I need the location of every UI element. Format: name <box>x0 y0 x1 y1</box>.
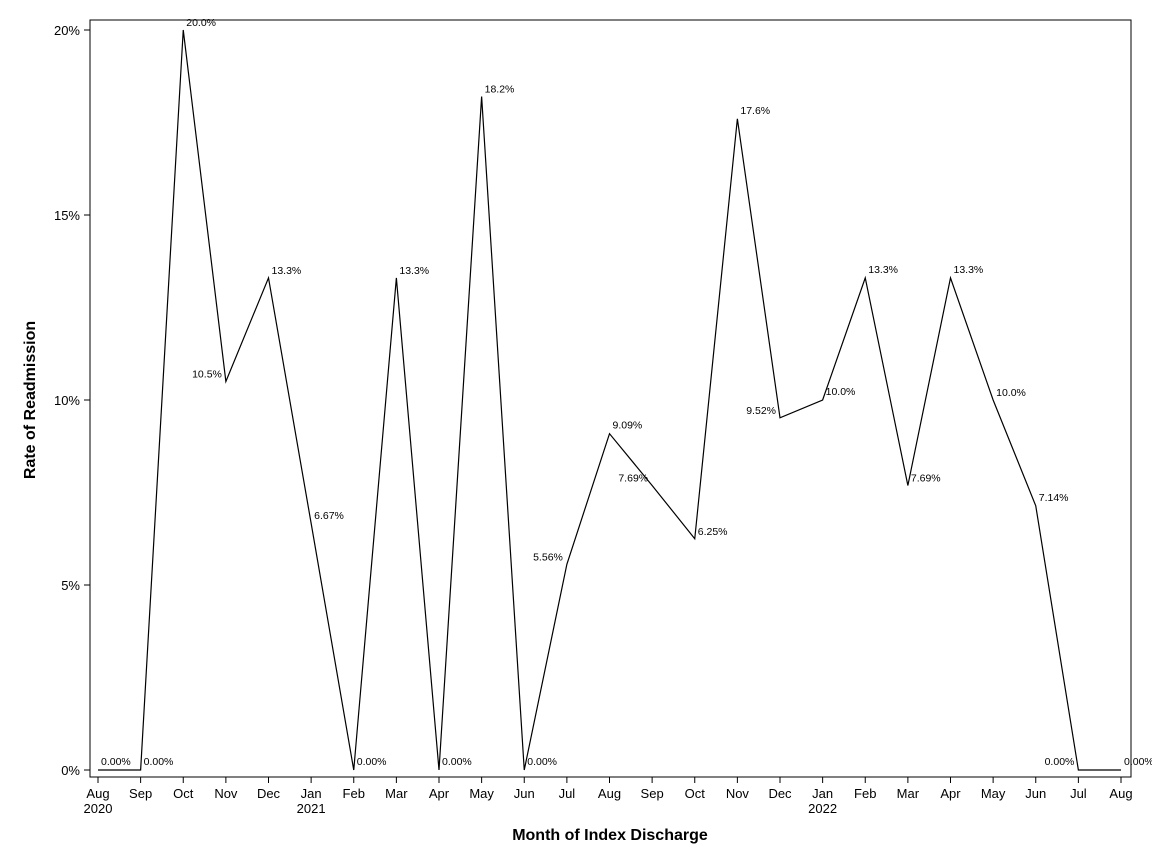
x-tick-label-month: Dec <box>768 786 792 801</box>
x-tick-label-month: Jan <box>812 786 833 801</box>
data-label: 13.3% <box>399 265 429 277</box>
data-label: 9.52% <box>746 405 776 417</box>
x-tick-label-month: Sep <box>129 786 152 801</box>
plot-area-frame <box>89 19 1132 778</box>
readmission-rate-line <box>98 29 1121 771</box>
x-tick-label-month: Jul <box>559 786 576 801</box>
data-label: 0.00% <box>527 756 557 768</box>
x-tick-label-month: Nov <box>726 786 750 801</box>
x-tick-label-month: Jul <box>1070 786 1087 801</box>
x-tick-label-year: 2021 <box>297 801 326 816</box>
x-tick-label-month: Jan <box>301 786 322 801</box>
x-tick-label-month: May <box>981 786 1006 801</box>
x-tick-label-month: Feb <box>343 786 365 801</box>
data-label: 13.3% <box>272 265 302 277</box>
x-tick-label-month: Nov <box>214 786 238 801</box>
y-axis: 0% 5% 10% 15% 20% <box>54 23 90 778</box>
x-tick-label-month: Jun <box>1025 786 1046 801</box>
y-tick-label: 20% <box>54 23 80 38</box>
data-label: 0.00% <box>1124 756 1152 768</box>
x-axis-title: Month of Index Discharge <box>512 827 708 844</box>
data-label: 17.6% <box>740 105 770 117</box>
data-label: 0.00% <box>101 756 131 768</box>
x-tick-label-month: Feb <box>854 786 876 801</box>
data-label: 7.14% <box>1039 492 1069 504</box>
data-label: 7.69% <box>618 472 648 484</box>
x-tick-label-month: Aug <box>86 786 109 801</box>
data-label: 10.5% <box>192 369 222 381</box>
data-label: 10.0% <box>826 386 856 398</box>
data-label: 10.0% <box>996 387 1026 399</box>
y-tick-label: 10% <box>54 393 80 408</box>
data-label: 13.3% <box>954 264 984 276</box>
data-label: 20.0% <box>186 17 216 29</box>
x-tick-label-month: May <box>469 786 494 801</box>
y-tick-label: 5% <box>61 578 80 593</box>
data-label: 0.00% <box>144 756 174 768</box>
x-tick-label-year: 2022 <box>808 801 837 816</box>
x-tick-label-month: Dec <box>257 786 281 801</box>
y-tick-label: 15% <box>54 208 80 223</box>
data-label: 0.00% <box>1045 756 1075 768</box>
x-tick-label-month: Apr <box>940 786 961 801</box>
x-tick-label-month: Aug <box>1109 786 1132 801</box>
data-label: 6.25% <box>698 526 728 538</box>
x-tick-label-month: Apr <box>429 786 450 801</box>
x-tick-label-month: Oct <box>685 786 706 801</box>
data-label: 18.2% <box>485 84 515 96</box>
y-axis-title: Rate of Readmission <box>22 321 39 479</box>
x-tick-label-month: Oct <box>173 786 194 801</box>
data-label: 7.69% <box>911 472 941 484</box>
x-tick-label-month: Mar <box>897 786 920 801</box>
data-labels: 0.00% 0.00% 20.0% 10.5% 13.3% 6.67% 0.00% 13.3%… <box>101 17 1152 768</box>
x-tick-label-month: Aug <box>598 786 621 801</box>
x-tick-label-month: Jun <box>514 786 535 801</box>
x-tick-label-month: Mar <box>385 786 408 801</box>
data-label: 13.3% <box>868 264 898 276</box>
y-tick-label: 0% <box>61 763 80 778</box>
x-tick-label-month: Sep <box>641 786 664 801</box>
data-label: 5.56% <box>533 551 563 563</box>
data-label: 0.00% <box>357 756 387 768</box>
data-label: 0.00% <box>442 756 472 768</box>
data-label: 9.09% <box>613 420 643 432</box>
data-label: 6.67% <box>314 510 344 522</box>
x-tick-label-year: 2020 <box>84 801 113 816</box>
